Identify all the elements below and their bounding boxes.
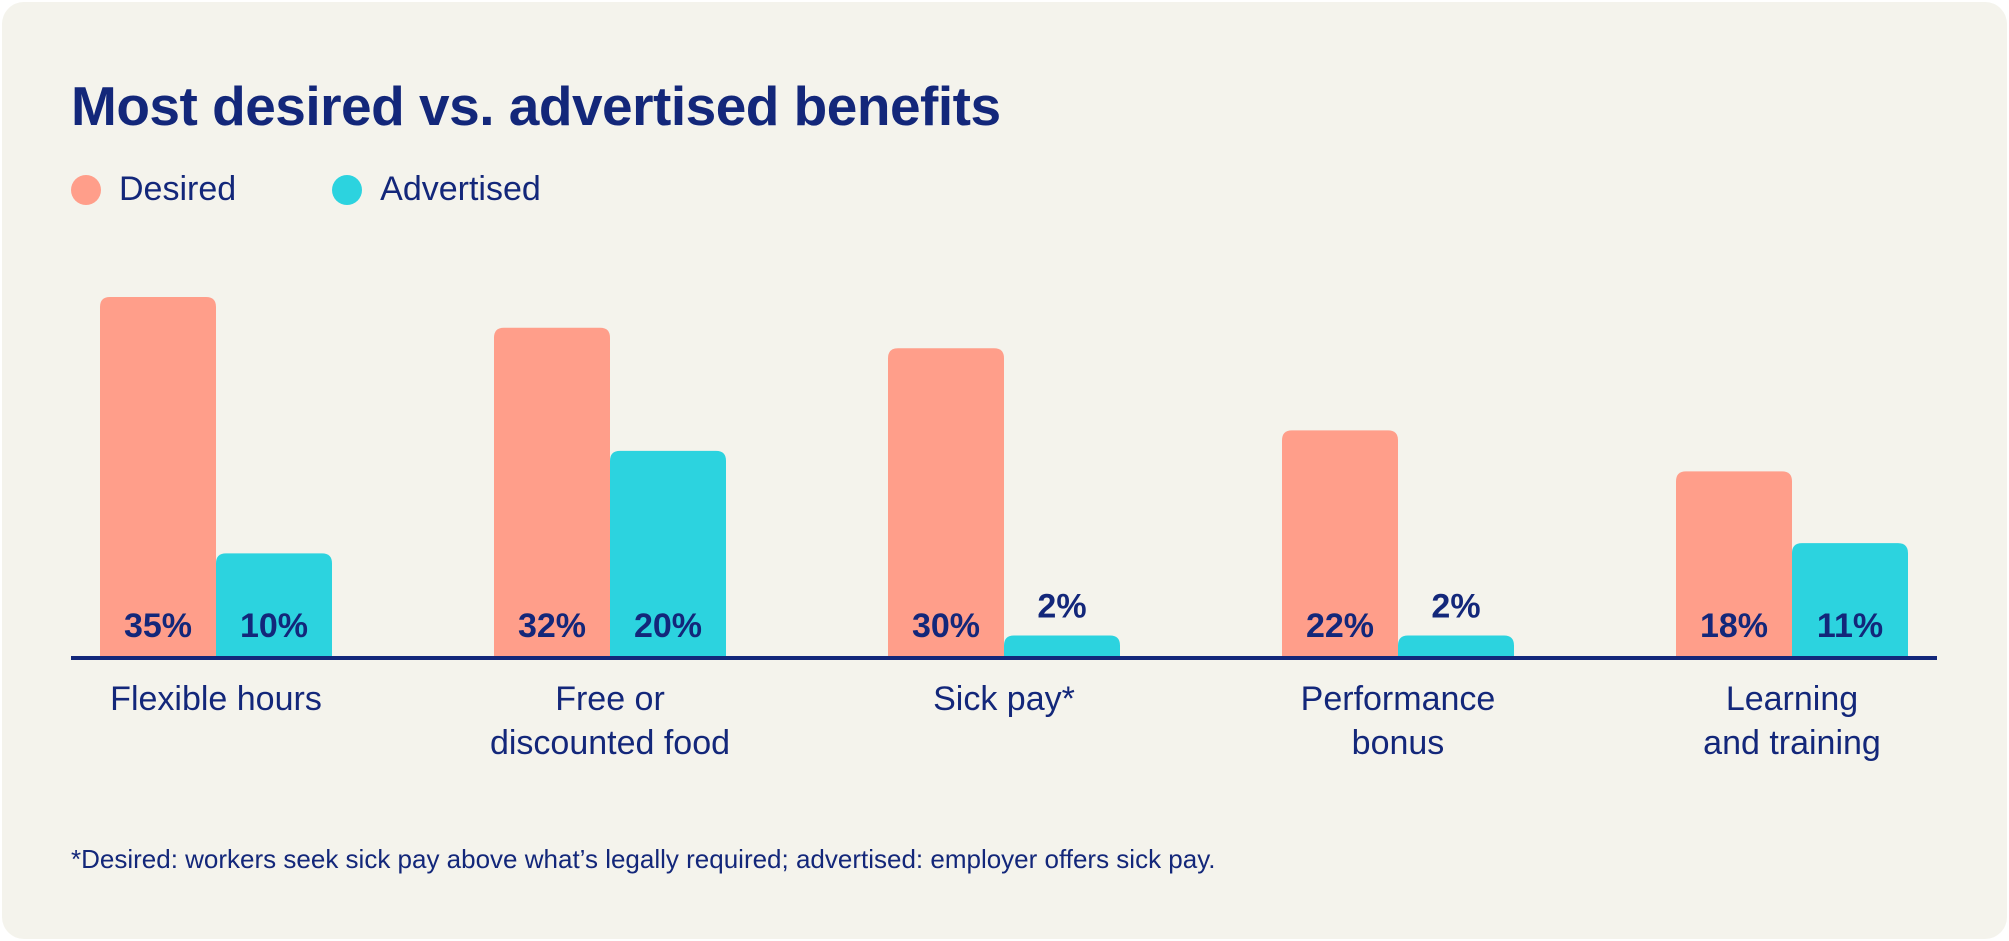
category-label: Learning [1726, 680, 1858, 718]
category-label: discounted food [490, 724, 730, 762]
data-label: 2% [1037, 587, 1086, 625]
category-label: bonus [1352, 724, 1445, 762]
legend-swatch-advertised [332, 174, 363, 205]
data-label: 18% [1700, 607, 1768, 645]
legend: Desired Advertised [71, 170, 637, 209]
footnote: *Desired: workers seek sick pay above wh… [71, 844, 1216, 874]
legend-label-advertised: Advertised [380, 170, 541, 208]
bar-desired [1676, 471, 1792, 656]
legend-swatch-desired [71, 174, 101, 205]
category-label: Free or [555, 680, 665, 718]
data-label: 20% [634, 607, 702, 645]
legend-item-desired: Desired [71, 170, 236, 209]
data-label: 30% [912, 607, 980, 645]
bar-advertised [216, 553, 332, 656]
bar-advertised [610, 450, 726, 656]
bar-advertised [1004, 635, 1120, 656]
data-label: 22% [1306, 607, 1374, 645]
category-label: Flexible hours [110, 680, 322, 718]
category-label: and training [1703, 724, 1881, 762]
data-label: 11% [1817, 607, 1883, 645]
legend-item-advertised: Advertised [332, 170, 541, 209]
data-label: 32% [518, 607, 586, 645]
bar-advertised [1792, 543, 1908, 656]
data-label: 10% [240, 607, 308, 645]
bar-desired [494, 327, 610, 656]
chart-title: Most desired vs. advertised benefits [71, 75, 1001, 137]
bar-advertised [1398, 635, 1514, 656]
bar-desired [888, 348, 1004, 656]
data-label: 35% [124, 607, 192, 645]
bar-desired [1282, 430, 1398, 656]
category-label: Performance [1301, 680, 1496, 718]
bar-desired [100, 297, 216, 656]
category-label: Sick pay* [933, 680, 1075, 718]
legend-label-desired: Desired [119, 170, 237, 208]
data-label: 2% [1431, 587, 1480, 625]
